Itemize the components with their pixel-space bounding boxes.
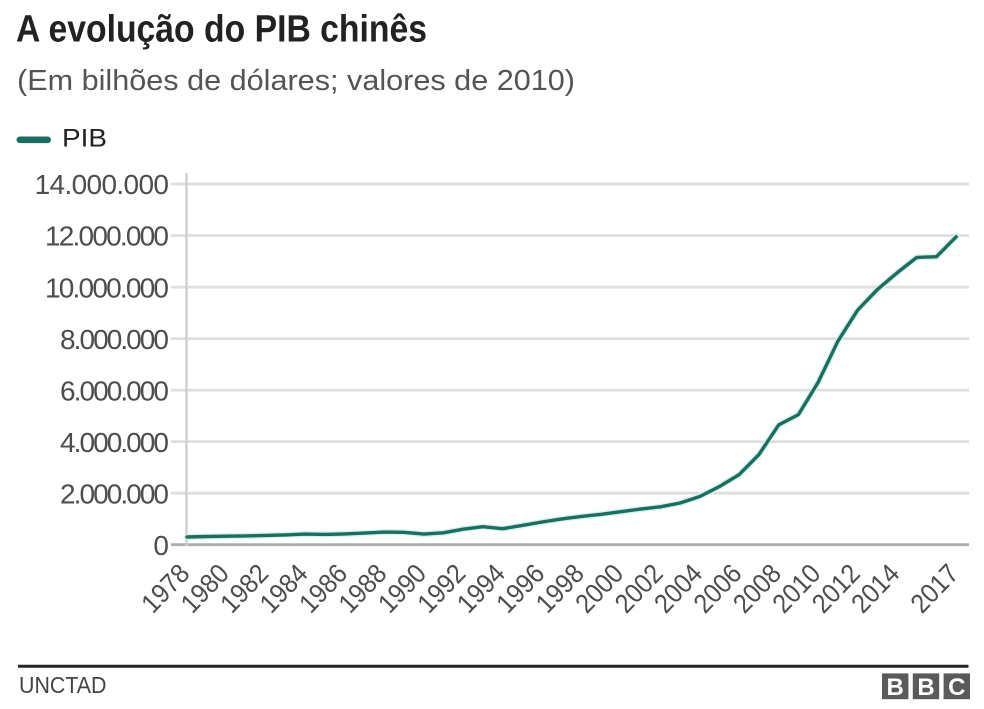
svg-text:14.000.000: 14.000.000 (35, 169, 169, 200)
svg-text:2.000.000: 2.000.000 (60, 478, 169, 509)
svg-text:C: C (948, 674, 965, 701)
svg-text:4.000.000: 4.000.000 (60, 427, 169, 458)
svg-text:8.000.000: 8.000.000 (60, 324, 169, 355)
svg-text:(Em bilhões de dólares; valore: (Em bilhões de dólares; valores de 2010) (17, 65, 575, 97)
svg-text:10.000.000: 10.000.000 (45, 272, 169, 303)
svg-text:6.000.000: 6.000.000 (60, 375, 169, 406)
svg-text:0: 0 (153, 530, 169, 561)
svg-text:12.000.000: 12.000.000 (45, 221, 169, 252)
svg-text:A evolução do PIB chinês: A evolução do PIB chinês (16, 9, 427, 51)
svg-text:UNCTAD: UNCTAD (19, 672, 107, 698)
svg-text:B: B (887, 674, 904, 701)
svg-text:B: B (917, 674, 934, 701)
svg-text:PIB: PIB (62, 125, 107, 153)
